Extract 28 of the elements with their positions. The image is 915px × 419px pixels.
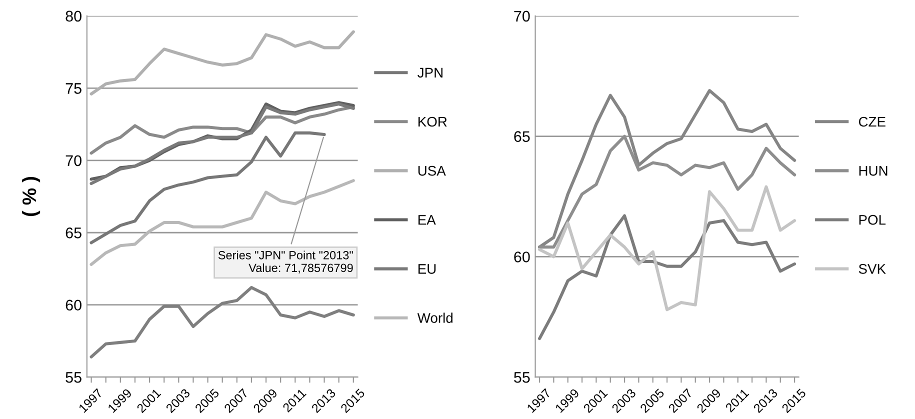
y-tick-label: 80 [66, 10, 82, 22]
line-series [90, 30, 355, 96]
legend-label: SVK [858, 264, 886, 274]
y-axis-title: ( % ) [22, 176, 40, 216]
line-series [90, 286, 355, 358]
line-series [538, 214, 796, 340]
line-series [90, 105, 355, 155]
y-tick-label: 75 [66, 83, 82, 94]
legend-label: EU [418, 264, 436, 274]
legend-label: HUN [859, 166, 888, 176]
y-tick-label: 60 [66, 300, 82, 311]
legend-label: CZE [858, 116, 886, 127]
y-tick-label: 60 [514, 252, 530, 262]
line-series [538, 185, 796, 312]
legend-label: EA [418, 215, 436, 225]
legend-label: KOR [418, 116, 447, 127]
legend-label: POL [859, 214, 886, 225]
y-tick-label: 70 [66, 155, 82, 166]
annotation: Series "JPN" Point "2013" Value: 71,78576799 [218, 250, 353, 274]
y-tick-label: 65 [66, 227, 82, 238]
line-series [90, 131, 326, 244]
y-tick-label: 70 [514, 10, 530, 22]
legend-label: JPN [418, 68, 442, 78]
y-tick-label: 55 [514, 372, 530, 383]
y-tick-label: 65 [514, 131, 530, 142]
legend-label: USA [418, 166, 446, 176]
legend-label: World [417, 312, 452, 323]
y-tick-label: 55 [66, 372, 82, 383]
